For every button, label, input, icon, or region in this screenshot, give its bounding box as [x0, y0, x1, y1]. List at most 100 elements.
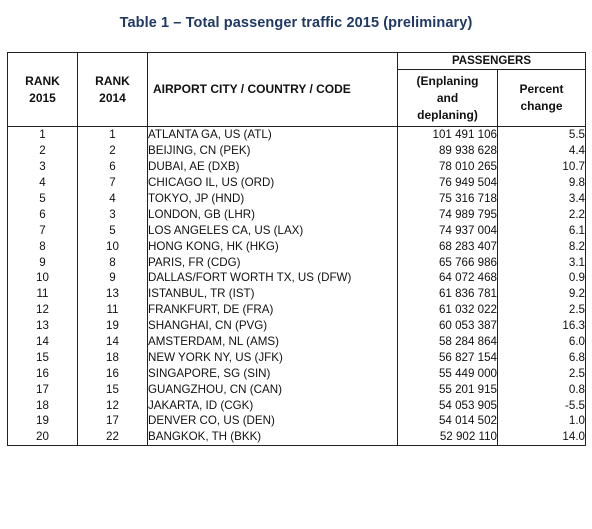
- percent-change-cell: 2.5: [497, 301, 586, 318]
- airport-cell: DALLAS/FORT WORTH TX, US (DFW): [147, 270, 398, 286]
- table-row: 1 1 ATLANTA GA, US (ATL) 101 491 106 5.5: [7, 126, 586, 143]
- rank-2015-cell: 2: [7, 142, 78, 159]
- rank-2015-cell: 14: [7, 333, 78, 350]
- percent-change-cell: 4.4: [497, 142, 586, 159]
- passengers-cell: 68 283 407: [397, 238, 498, 255]
- airport-cell: GUANGZHOU, CN (CAN): [147, 381, 398, 398]
- percent-change-cell: 3.4: [497, 190, 586, 207]
- airport-cell: CHICAGO IL, US (ORD): [147, 174, 398, 191]
- header-enplaning-line3: deplaning): [417, 107, 478, 122]
- rank-2015-cell: 18: [7, 397, 78, 414]
- percent-change-cell: 9.8: [497, 174, 586, 191]
- percent-change-cell: 8.2: [497, 238, 586, 255]
- percent-change-cell: 5.5: [497, 126, 586, 143]
- passengers-cell: 61 836 781: [397, 285, 498, 302]
- rank-2014-cell: 5: [77, 222, 148, 239]
- passengers-cell: 60 053 387: [397, 317, 498, 334]
- header-percent-line2: change: [520, 99, 563, 113]
- header-passengers: PASSENGERS: [397, 52, 586, 70]
- percent-change-cell: 0.9: [497, 270, 586, 286]
- airport-cell: AMSTERDAM, NL (AMS): [147, 333, 398, 350]
- rank-2015-cell: 6: [7, 206, 78, 223]
- rank-2014-cell: 13: [77, 285, 148, 302]
- header-percent-line1: Percent: [519, 82, 564, 96]
- rank-2015-cell: 10: [7, 270, 78, 286]
- table-row: 20 22 BANGKOK, TH (BKK) 52 902 110 14.0: [7, 428, 586, 446]
- header-enplaning-deplaning: (Enplaning and deplaning): [397, 69, 498, 127]
- passengers-cell: 78 010 265: [397, 158, 498, 175]
- table-row: 3 6 DUBAI, AE (DXB) 78 010 265 10.7: [7, 158, 586, 175]
- rank-2014-cell: 9: [77, 270, 148, 286]
- passengers-cell: 55 449 000: [397, 365, 498, 382]
- percent-change-cell: 6.1: [497, 222, 586, 239]
- passengers-cell: 52 902 110: [397, 428, 498, 446]
- table-row: 7 5 LOS ANGELES CA, US (LAX) 74 937 004 6.1: [7, 222, 586, 239]
- rank-2015-cell: 8: [7, 238, 78, 255]
- percent-change-cell: 2.5: [497, 365, 586, 382]
- table-row: 10 9 DALLAS/FORT WORTH TX, US (DFW) 64 072 …: [7, 270, 586, 286]
- rank-2014-cell: 3: [77, 206, 148, 223]
- passengers-cell: 74 989 795: [397, 206, 498, 223]
- header-rank-2015: RANK 2015: [7, 52, 78, 127]
- table-row: 8 10 HONG KONG, HK (HKG) 68 283 407 8.2: [7, 238, 586, 255]
- passengers-cell: 101 491 106: [397, 126, 498, 143]
- rank-2014-cell: 4: [77, 190, 148, 207]
- rank-2014-cell: 16: [77, 365, 148, 382]
- header-enplaning-line1: (Enplaning: [416, 73, 479, 88]
- airport-cell: NEW YORK NY, US (JFK): [147, 349, 398, 366]
- table-row: 19 17 DENVER CO, US (DEN) 54 014 502 1.0: [7, 413, 586, 429]
- rank-2015-cell: 4: [7, 174, 78, 191]
- table-row: 16 16 SINGAPORE, SG (SIN) 55 449 000 2.5: [7, 365, 586, 382]
- percent-change-cell: 6.0: [497, 333, 586, 350]
- airport-cell: FRANKFURT, DE (FRA): [147, 301, 398, 318]
- header-airport-city: AIRPORT CITY / COUNTRY / CODE: [147, 52, 398, 127]
- rank-2015-cell: 3: [7, 158, 78, 175]
- table-row: 12 11 FRANKFURT, DE (FRA) 61 032 022 2.5: [7, 301, 586, 318]
- percent-change-cell: 3.1: [497, 254, 586, 271]
- airport-cell: SINGAPORE, SG (SIN): [147, 365, 398, 382]
- airport-cell: LONDON, GB (LHR): [147, 206, 398, 223]
- header-rank-2014-line2: 2014: [99, 90, 126, 105]
- percent-change-cell: 1.0: [497, 413, 586, 429]
- percent-change-cell: 6.8: [497, 349, 586, 366]
- percent-change-cell: -5.5: [497, 397, 586, 414]
- airport-cell: PARIS, FR (CDG): [147, 254, 398, 271]
- passengers-cell: 54 053 905: [397, 397, 498, 414]
- rank-2014-cell: 11: [77, 301, 148, 318]
- passengers-cell: 74 937 004: [397, 222, 498, 239]
- rank-2014-cell: 6: [77, 158, 148, 175]
- header-percent-change: Percent change: [497, 69, 586, 127]
- passengers-cell: 75 316 718: [397, 190, 498, 207]
- airport-cell: SHANGHAI, CN (PVG): [147, 317, 398, 334]
- header-rank-2015-line1: RANK: [25, 73, 60, 88]
- rank-2015-cell: 5: [7, 190, 78, 207]
- table-title: Table 1 – Total passenger traffic 2015 (…: [119, 15, 473, 31]
- percent-change-cell: 0.8: [497, 381, 586, 398]
- passengers-cell: 55 201 915: [397, 381, 498, 398]
- header-rank-2014: RANK 2014: [77, 52, 148, 127]
- rank-2015-cell: 9: [7, 254, 78, 271]
- airport-cell: DUBAI, AE (DXB): [147, 158, 398, 175]
- rank-2014-cell: 1: [77, 126, 148, 143]
- rank-2014-cell: 17: [77, 413, 148, 429]
- airport-cell: JAKARTA, ID (CGK): [147, 397, 398, 414]
- rank-2014-cell: 18: [77, 349, 148, 366]
- rank-2015-cell: 17: [7, 381, 78, 398]
- table-row: 6 3 LONDON, GB (LHR) 74 989 795 2.2: [7, 206, 586, 223]
- airport-cell: LOS ANGELES CA, US (LAX): [147, 222, 398, 239]
- airport-cell: ATLANTA GA, US (ATL): [147, 126, 398, 143]
- airport-cell: HONG KONG, HK (HKG): [147, 238, 398, 255]
- airport-cell: DENVER CO, US (DEN): [147, 413, 398, 429]
- passengers-cell: 64 072 468: [397, 270, 498, 286]
- rank-2015-cell: 11: [7, 285, 78, 302]
- rank-2014-cell: 19: [77, 317, 148, 334]
- rank-2014-cell: 7: [77, 174, 148, 191]
- passengers-cell: 56 827 154: [397, 349, 498, 366]
- rank-2014-cell: 8: [77, 254, 148, 271]
- table-row: 15 18 NEW YORK NY, US (JFK) 56 827 154 6.8: [7, 349, 586, 366]
- passengers-cell: 54 014 502: [397, 413, 498, 429]
- passengers-cell: 61 032 022: [397, 301, 498, 318]
- airport-cell: BANGKOK, TH (BKK): [147, 428, 398, 446]
- percent-change-cell: 2.2: [497, 206, 586, 223]
